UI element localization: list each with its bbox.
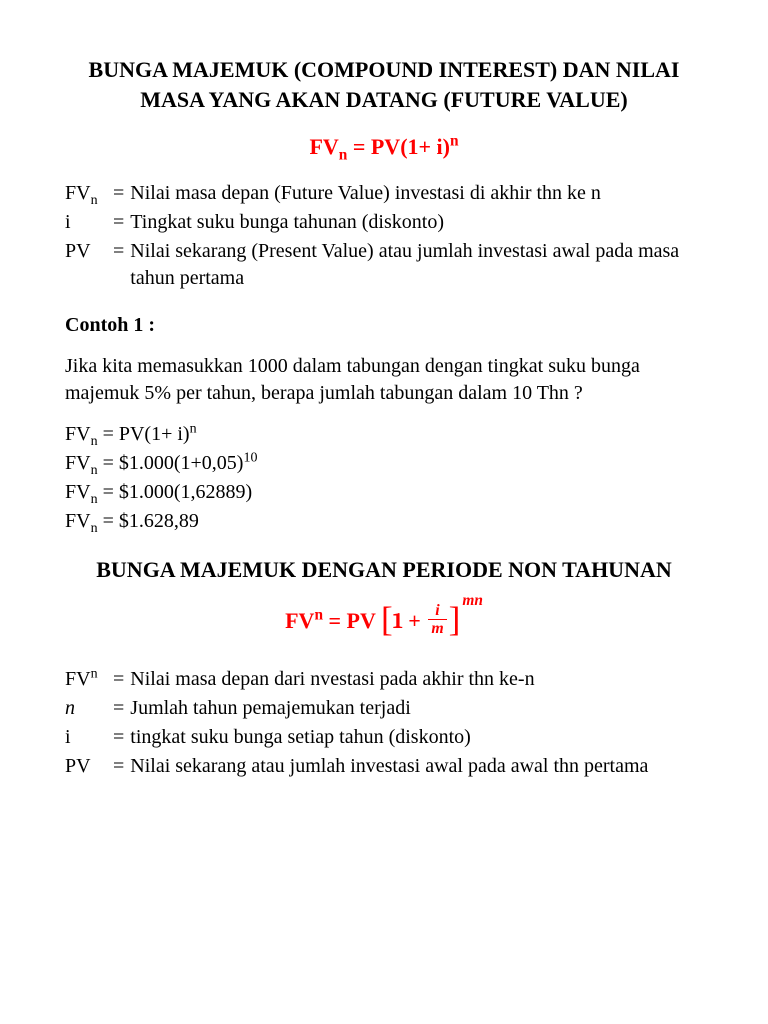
fraction-denominator: m <box>428 620 446 637</box>
formula2-eq: = PV <box>323 608 381 633</box>
def-row: i = Tingkat suku bunga tahunan (diskonto… <box>65 209 703 236</box>
definitions-1: FVn = Nilai masa depan (Future Value) in… <box>65 180 703 292</box>
def-row: FVn = Nilai masa depan dari nvestasi pad… <box>65 666 703 693</box>
formula2-lhs-sup: n <box>314 606 323 623</box>
section-title-2: BUNGA MAJEMUK DENGAN PERIODE NON TAHUNAN <box>65 555 703 585</box>
calc-line: FVn = $1.628,89 <box>65 508 703 535</box>
formula2-exponent: mn <box>462 592 483 609</box>
formula2-lhs: FV <box>285 608 314 633</box>
definitions-2: FVn = Nilai masa depan dari nvestasi pad… <box>65 666 703 780</box>
def-eq: = <box>113 666 130 693</box>
def-text: Tingkat suku bunga tahunan (diskonto) <box>130 209 703 236</box>
formula-1: FVn = PV(1+ i)n <box>65 132 703 162</box>
formula1-lhs: FV <box>309 134 338 159</box>
fraction-numerator: i <box>428 603 446 620</box>
fraction: im <box>428 603 446 637</box>
formula2-one: 1 <box>393 608 403 634</box>
def-term: FVn <box>65 666 113 693</box>
left-bracket-icon: [ <box>381 600 393 639</box>
def-text: Nilai masa depan dari nvestasi pada akhi… <box>130 666 703 693</box>
def-term: n <box>65 695 113 722</box>
def-row: PV = Nilai sekarang atau jumlah investas… <box>65 753 703 780</box>
def-term: FVn <box>65 180 113 207</box>
calculation-block: FVn = PV(1+ i)n FVn = $1.000(1+0,05)10 F… <box>65 421 703 535</box>
def-row: FVn = Nilai masa depan (Future Value) in… <box>65 180 703 207</box>
def-row: n = Jumlah tahun pemajemukan terjadi <box>65 695 703 722</box>
calc-line: FVn = PV(1+ i)n <box>65 421 703 448</box>
def-eq: = <box>113 753 130 780</box>
calc-line: FVn = $1.000(1,62889) <box>65 479 703 506</box>
example-text: Jika kita memasukkan 1000 dalam tabungan… <box>65 353 703 407</box>
def-eq: = <box>113 724 130 751</box>
def-row: i = tingkat suku bunga setiap tahun (dis… <box>65 724 703 751</box>
formula1-sup: n <box>450 133 459 150</box>
def-eq: = <box>113 209 130 236</box>
formula-2: FVn = PV [1 + im]mn <box>65 599 703 647</box>
formula1-rhs: = PV(1+ i) <box>347 134 450 159</box>
def-term: PV <box>65 753 113 780</box>
def-text: Nilai sekarang (Present Value) atau juml… <box>130 238 703 292</box>
calc-line: FVn = $1.000(1+0,05)10 <box>65 450 703 477</box>
def-eq: = <box>113 238 130 292</box>
right-bracket-icon: ] <box>449 600 461 639</box>
def-text: tingkat suku bunga setiap tahun (diskont… <box>130 724 703 751</box>
example-label: Contoh 1 : <box>65 312 703 339</box>
def-eq: = <box>113 695 130 722</box>
def-text: Nilai masa depan (Future Value) investas… <box>130 180 703 207</box>
def-text: Nilai sekarang atau jumlah investasi awa… <box>130 753 703 780</box>
def-term: i <box>65 724 113 751</box>
main-title: BUNGA MAJEMUK (COMPOUND INTEREST) DAN NI… <box>65 55 703 114</box>
def-text: Jumlah tahun pemajemukan terjadi <box>130 695 703 722</box>
def-term: i <box>65 209 113 236</box>
def-term: PV <box>65 238 113 292</box>
formula2-plus: + <box>403 608 427 633</box>
def-row: PV = Nilai sekarang (Present Value) atau… <box>65 238 703 292</box>
def-eq: = <box>113 180 130 207</box>
